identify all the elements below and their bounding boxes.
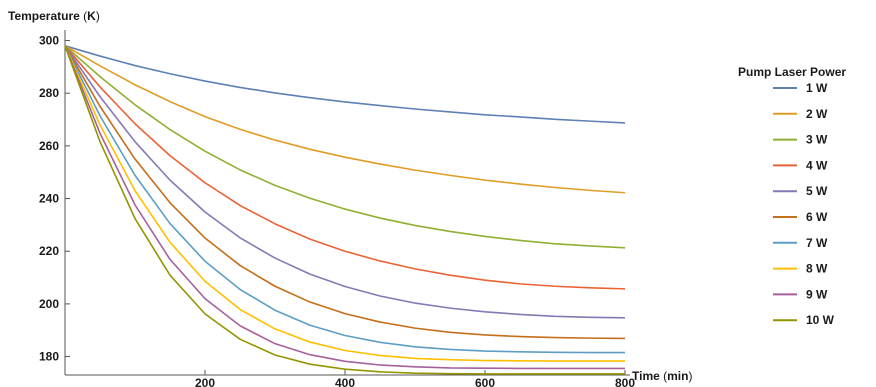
y-tick-label: 220 xyxy=(39,244,59,258)
legend-items: 1 W 2 W 3 W 4 W 5 W 6 W 7 W 8 W 9 W 10 W xyxy=(773,81,835,327)
legend-label: 10 W xyxy=(806,313,835,327)
legend-label: 5 W xyxy=(806,184,828,198)
series-line xyxy=(64,45,626,249)
legend-label: 6 W xyxy=(806,210,828,224)
legend-label: 3 W xyxy=(806,133,828,147)
series-line xyxy=(64,45,625,354)
legend-title: Pump Laser Power xyxy=(738,65,846,79)
x-tick-label: 400 xyxy=(335,376,355,387)
series-line xyxy=(64,45,625,375)
y-tick-label: 260 xyxy=(39,139,59,153)
series-line xyxy=(64,45,626,319)
series-line xyxy=(64,45,625,370)
series-line xyxy=(64,45,626,290)
series-line xyxy=(64,45,626,194)
legend-label: 7 W xyxy=(806,236,828,250)
y-tick-label: 240 xyxy=(39,192,59,206)
legend: Pump Laser Power 1 W 2 W 3 W 4 W 5 W 6 W 7 W 8 … xyxy=(738,65,846,327)
x-axis-title: Time (min) xyxy=(632,369,692,383)
series-line xyxy=(64,45,626,340)
legend-label: 8 W xyxy=(806,262,828,276)
y-axis-ticks: 180 200 220 240 260 280 300 xyxy=(39,34,70,364)
x-tick-label: 800 xyxy=(615,376,635,387)
series-line xyxy=(64,45,626,124)
legend-label: 9 W xyxy=(806,287,828,301)
y-tick-label: 280 xyxy=(39,86,59,100)
legend-label: 2 W xyxy=(806,107,828,121)
legend-label: 4 W xyxy=(806,158,828,172)
x-tick-label: 200 xyxy=(195,376,215,387)
series-lines xyxy=(64,45,626,375)
y-tick-label: 200 xyxy=(39,297,59,311)
y-tick-label: 300 xyxy=(39,34,59,48)
y-axis-title: Temperature (K) xyxy=(8,9,100,23)
y-tick-label: 180 xyxy=(39,350,59,364)
series-line xyxy=(64,45,625,362)
legend-label: 1 W xyxy=(806,81,828,95)
x-tick-label: 600 xyxy=(475,376,495,387)
